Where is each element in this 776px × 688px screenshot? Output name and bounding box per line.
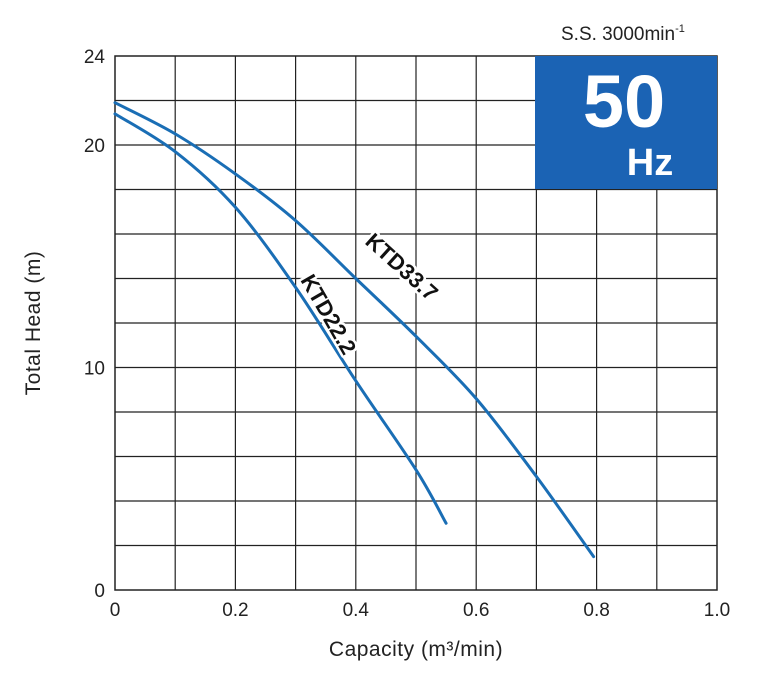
x-tick-label: 0.6 [463,600,489,621]
frequency-unit: Hz [627,142,673,184]
grid [115,56,717,590]
x-tick-label: 0 [110,600,121,621]
series-line-ktd22-2 [113,112,448,525]
frequency-badge-box [535,56,717,189]
series-line-ktd33-7 [113,101,596,559]
x-tick-label: 0.8 [583,600,609,621]
x-tick-label: 0.2 [222,600,248,621]
y-axis-title: Total Head (m) [22,251,45,396]
speed-label: S.S. 3000min-1 [561,23,685,45]
series [113,101,596,559]
y-tick-labels: 0 10 20 24 [84,47,106,602]
series-label-ktd22-2: KTD22.2 [296,270,362,359]
y-tick-label: 0 [94,581,105,602]
y-tick-label: 24 [84,47,106,68]
plot-frame [114,55,718,591]
frequency-badge: 50 Hz [535,56,717,189]
y-tick-label: 10 [84,359,105,380]
x-tick-label: 0.4 [343,600,370,621]
y-tick-label: 20 [84,136,105,157]
x-tick-label: 1.0 [704,600,730,621]
x-axis-title: Capacity (m³/min) [329,638,503,661]
frequency-number: 50 [583,60,665,143]
x-tick-labels: 0 0.2 0.4 0.6 0.8 1.0 [110,600,731,621]
